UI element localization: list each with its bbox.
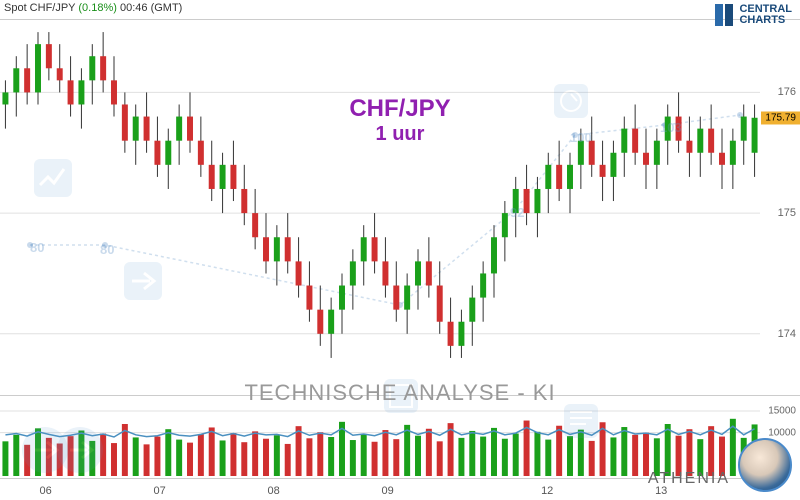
time-label: 00:46 xyxy=(120,2,148,14)
price-chart[interactable] xyxy=(0,20,760,370)
watermark-label: 100 xyxy=(570,130,592,145)
watermark-icon xyxy=(30,155,76,201)
price-y-axis: 174 175 176 175.79 xyxy=(760,20,800,370)
watermark-label: 92 xyxy=(510,205,524,220)
overlay-pair: CHF/JPY 1 uur xyxy=(349,95,450,146)
pair-label: Spot CHF/JPY xyxy=(4,2,75,14)
athenia-avatar-icon[interactable] xyxy=(738,438,792,492)
overlay-interval-text: 1 uur xyxy=(349,123,450,146)
watermark-icon xyxy=(55,425,105,475)
watermark-label: 103 xyxy=(660,120,682,135)
watermark-icon xyxy=(550,80,592,122)
overlay-subtitle: TECHNISCHE ANALYSE - KI xyxy=(244,380,555,406)
watermark-icon xyxy=(120,258,166,304)
vol-y-tick: 15000 xyxy=(768,406,796,417)
y-tick: 176 xyxy=(778,86,796,98)
watermark-label: 80 xyxy=(30,240,44,255)
x-tick: 06 xyxy=(39,485,51,497)
logo-text: CENTRALCHARTS xyxy=(739,4,792,26)
overlay-pair-text: CHF/JPY xyxy=(349,95,450,123)
x-tick: 12 xyxy=(541,485,553,497)
y-tick: 175 xyxy=(778,207,796,219)
logo-mark-icon xyxy=(715,4,733,26)
x-axis: 060708091213 xyxy=(0,478,760,500)
current-price-tag: 175.79 xyxy=(761,111,800,124)
brand-logo: CENTRALCHARTS xyxy=(715,4,792,26)
watermark-label: 80 xyxy=(100,242,114,257)
vol-y-tick: 10000 xyxy=(768,427,796,438)
chart-header: Spot CHF/JPY (0.18%) 00:46 (GMT) xyxy=(4,2,182,14)
watermark-icon xyxy=(560,400,602,442)
tz-label: (GMT) xyxy=(151,2,183,14)
x-tick: 08 xyxy=(267,485,279,497)
pct-change: (0.18%) xyxy=(78,2,117,14)
x-tick: 09 xyxy=(381,485,393,497)
athenia-label: ATHENIA xyxy=(648,470,730,488)
x-tick: 07 xyxy=(153,485,165,497)
y-tick: 174 xyxy=(778,328,796,340)
